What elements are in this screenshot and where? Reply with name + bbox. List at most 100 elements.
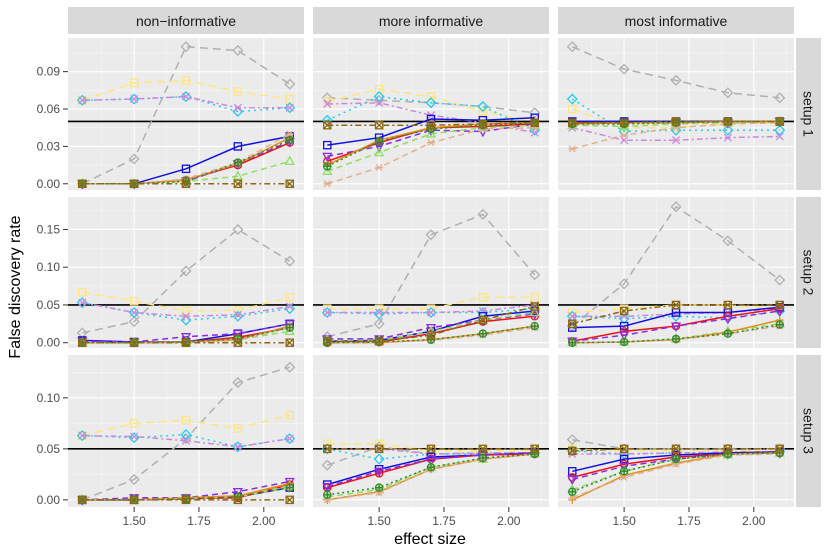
square-x-marker xyxy=(78,495,87,505)
square-x-marker xyxy=(426,330,436,340)
square-x-marker xyxy=(78,338,87,347)
triangle-down-marker xyxy=(322,152,333,163)
diamond-marker xyxy=(232,441,244,453)
x-tick-label: 1.50 xyxy=(122,514,146,528)
column-strip-label: most informative xyxy=(625,13,728,29)
square-x-marker xyxy=(619,444,629,454)
panel-background xyxy=(558,38,794,190)
diamond-marker xyxy=(180,91,192,103)
x-marker xyxy=(426,308,436,317)
x-tick-label: 1.75 xyxy=(187,514,211,528)
column-strip xyxy=(313,7,549,34)
facet-panel xyxy=(68,38,304,190)
diamond-marker xyxy=(477,101,489,113)
x-axis-label: effect size xyxy=(394,531,466,548)
square-x-marker xyxy=(129,495,139,505)
x-marker xyxy=(323,99,332,109)
diamond-marker xyxy=(670,201,682,213)
square-x-marker xyxy=(775,300,784,310)
square-x-marker xyxy=(78,179,87,189)
square-x-marker xyxy=(723,444,732,453)
x-marker xyxy=(285,434,294,443)
triangle-down-marker xyxy=(425,323,437,334)
triangle-marker xyxy=(232,170,243,180)
square-marker xyxy=(530,293,539,302)
diamond-marker xyxy=(373,308,385,320)
x-marker xyxy=(233,103,242,112)
triangle-marker xyxy=(374,146,385,157)
diamond-marker xyxy=(618,278,630,290)
diamond-marker xyxy=(284,433,296,445)
asterisk-marker xyxy=(375,164,383,172)
square-x-marker xyxy=(426,331,436,340)
diamond-marker xyxy=(284,102,296,114)
square-x-marker xyxy=(723,117,733,126)
triangle-down-marker xyxy=(374,467,385,478)
series-line-purple xyxy=(572,310,780,342)
x-tick-label: 1.75 xyxy=(677,514,701,528)
square-x-marker xyxy=(129,179,139,189)
series-line-tan xyxy=(327,453,535,501)
square-x-marker xyxy=(181,495,191,505)
series-line-cyan xyxy=(326,95,536,131)
series-line-lightgreen xyxy=(327,124,535,173)
square-x-marker xyxy=(323,444,332,453)
series-line-tan xyxy=(572,121,780,150)
square-x-marker xyxy=(233,495,242,504)
series-line-yellow xyxy=(82,291,290,312)
square-x-marker xyxy=(775,444,784,454)
square-x-marker xyxy=(671,300,681,310)
square-x-marker xyxy=(233,338,243,347)
x-marker xyxy=(233,442,242,451)
square-x-marker xyxy=(181,179,191,189)
series-line-grey xyxy=(571,205,781,327)
asterisk-marker xyxy=(568,494,576,502)
square-x-marker xyxy=(478,315,488,325)
facet-panel xyxy=(313,197,549,348)
series-line-yellow xyxy=(327,88,535,123)
square-marker xyxy=(323,97,332,106)
x-marker xyxy=(130,432,139,441)
diamond-marker xyxy=(321,92,333,104)
asterisk-marker xyxy=(323,180,331,188)
triangle-down-marker xyxy=(722,314,733,325)
diamond-marker xyxy=(180,429,192,441)
triangle-marker xyxy=(284,155,295,165)
x-marker xyxy=(130,94,139,104)
square-marker xyxy=(78,287,87,297)
square-marker xyxy=(233,142,243,151)
diamond-marker xyxy=(774,274,786,286)
square-x-marker xyxy=(130,495,139,504)
square-x-marker xyxy=(775,300,784,310)
series-line-lightgreen xyxy=(327,453,535,498)
square-x-marker xyxy=(568,446,577,456)
series-line-yellow xyxy=(572,304,780,314)
diamond-marker xyxy=(566,41,578,53)
series-line-cyan xyxy=(82,301,290,321)
square-x-marker xyxy=(78,338,87,347)
panel-background xyxy=(313,355,549,507)
panel-background xyxy=(68,38,304,190)
diamond-marker xyxy=(232,44,244,56)
square-marker xyxy=(129,296,139,306)
x-marker xyxy=(181,436,191,445)
diamond-marker xyxy=(529,269,541,281)
series-line-yellow xyxy=(572,448,780,452)
square-x-marker xyxy=(568,446,577,455)
square-x-marker xyxy=(285,179,294,189)
triangle-down-marker xyxy=(619,331,630,342)
square-x-marker xyxy=(426,121,436,130)
x-marker xyxy=(723,133,732,142)
diamond-marker xyxy=(425,306,437,319)
series-line-grey xyxy=(81,45,291,185)
y-tick-label: 0.00 xyxy=(37,336,61,350)
y-tick-label: 0.05 xyxy=(37,442,61,456)
square-x-marker xyxy=(375,444,384,453)
series-line-red xyxy=(327,453,535,489)
square-x-marker xyxy=(181,495,191,504)
x-marker xyxy=(130,308,139,317)
triangle-down-marker xyxy=(425,455,437,465)
square-x-marker xyxy=(723,117,732,126)
square-x-marker xyxy=(233,338,242,347)
diamond-marker xyxy=(128,306,140,319)
